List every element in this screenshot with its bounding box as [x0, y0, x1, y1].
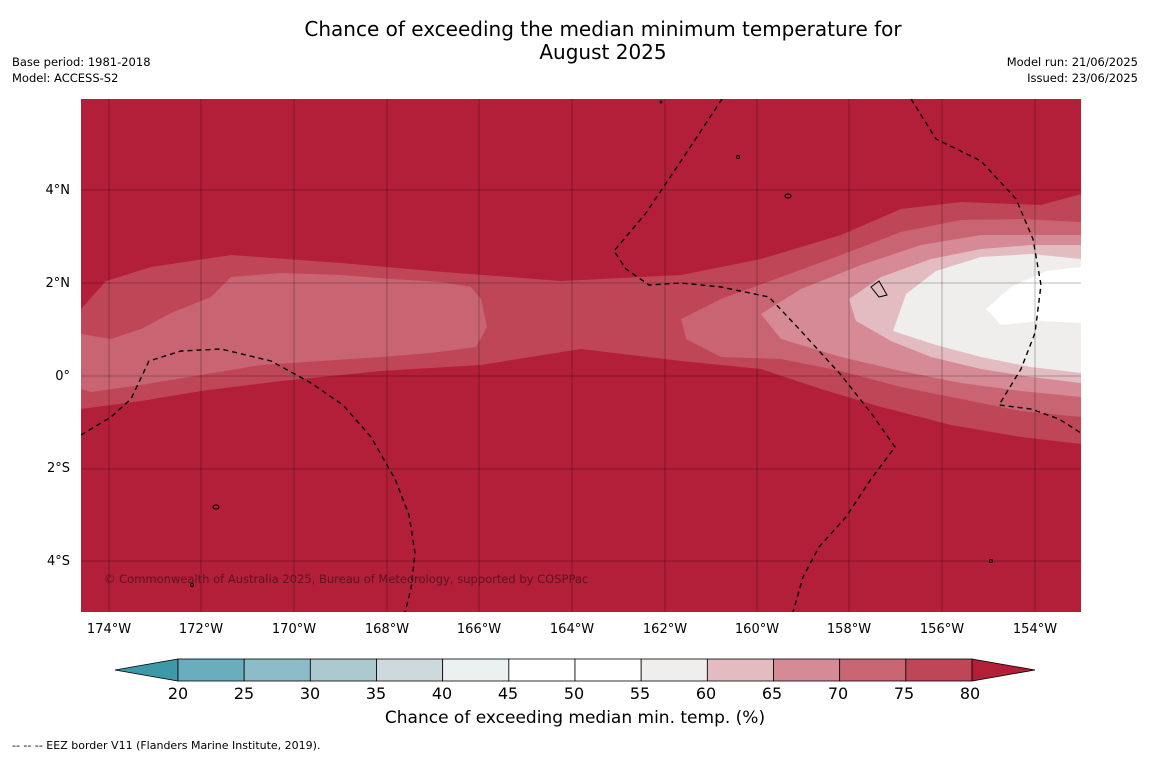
colorbar-segment-55-60: [640, 658, 708, 682]
colorbar-segment-45-50: [508, 658, 576, 682]
colorbar-tick-25: 25: [233, 684, 255, 703]
island-2: [870, 280, 888, 298]
lat-label-2s: 2°S: [46, 461, 70, 476]
colorbar-tick-20: 20: [167, 684, 189, 703]
colorbar-segment-20-25: [177, 658, 245, 682]
colorbar-tick-40: 40: [431, 684, 453, 703]
band-50-55: [986, 267, 1081, 325]
colorbar-segment-75-80: [905, 658, 973, 682]
island-7: [736, 155, 740, 159]
title-line-2: August 2025: [539, 40, 667, 64]
lon-label-170w: 170°W: [271, 622, 317, 637]
lat-label-0: 0°: [55, 369, 70, 384]
lon-label-174w: 174°W: [86, 622, 132, 637]
colorbar: [114, 658, 1036, 682]
eez-border-center: [613, 99, 896, 612]
lon-label-164w: 164°W: [549, 622, 595, 637]
lat-label-4n: 4°N: [45, 183, 71, 198]
meta-right: Model run: 21/06/2025 Issued: 23/06/2025: [1007, 54, 1138, 86]
colorbar-tick-30: 30: [299, 684, 321, 703]
eez-borders: [81, 99, 1081, 612]
title-line-1: Chance of exceeding the median minimum t…: [304, 17, 902, 41]
island-4: [989, 559, 993, 563]
colorbar-segment-65-70: [773, 658, 841, 682]
colorbar-tick-50: 50: [563, 684, 585, 703]
colorbar-low-extend: [114, 658, 179, 682]
colorbar-tick-60: 60: [695, 684, 717, 703]
lat-label-2n: 2°N: [45, 276, 71, 291]
model-text: Model: ACCESS-S2: [12, 71, 119, 85]
colorbar-segment-40-45: [442, 658, 510, 682]
colorbar-tick-75: 75: [893, 684, 915, 703]
colorbar-tick-55: 55: [629, 684, 651, 703]
copyright-text: © Commonwealth of Australia 2025, Bureau…: [104, 572, 589, 586]
lon-label-160w: 160°W: [734, 622, 780, 637]
lon-label-166w: 166°W: [456, 622, 502, 637]
colorbar-tick-45: 45: [497, 684, 519, 703]
island-5: [190, 583, 194, 587]
colorbar-segment-70-75: [839, 658, 907, 682]
colorbar-tick-65: 65: [761, 684, 783, 703]
lon-label-158w: 158°W: [826, 622, 872, 637]
base-period-text: Base period: 1981-2018: [12, 55, 151, 69]
lon-label-172w: 172°W: [178, 622, 224, 637]
colorbar-high-extend: [971, 658, 1036, 682]
band-70-75: [81, 273, 487, 392]
island-3: [212, 504, 220, 510]
islands: [190, 100, 993, 587]
island-6: [659, 100, 663, 104]
colorbar-segment-50-55: [574, 658, 642, 682]
eez-footnote: -- -- -- EEZ border V11 (Flanders Marine…: [12, 739, 321, 752]
colorbar-tick-80: 80: [959, 684, 981, 703]
model-run-text: Model run: 21/06/2025: [1006, 55, 1138, 69]
colorbar-tick-70: 70: [827, 684, 849, 703]
band-75-80: [81, 194, 1081, 444]
eez-border-east: [910, 99, 1081, 434]
colorbar-tick-35: 35: [365, 684, 387, 703]
colorbar-segments: [177, 658, 973, 682]
colorbar-title: Chance of exceeding median min. temp. (%…: [384, 708, 766, 728]
lon-label-154w: 154°W: [1012, 622, 1058, 637]
lat-label-4s: 4°S: [46, 554, 70, 569]
graticule: [81, 99, 1081, 612]
eez-border-west: [81, 348, 416, 612]
colorbar-segment-30-35: [309, 658, 377, 682]
colorbar-segment-60-65: [706, 658, 774, 682]
colorbar-segment-35-40: [376, 658, 444, 682]
island-1: [784, 193, 792, 199]
lon-label-168w: 168°W: [364, 622, 410, 637]
probability-map: [81, 99, 1081, 612]
lon-label-162w: 162°W: [642, 622, 688, 637]
lon-label-156w: 156°W: [919, 622, 965, 637]
issued-text: Issued: 23/06/2025: [1027, 71, 1138, 85]
map-title: Chance of exceeding the median minimum t…: [0, 18, 1150, 64]
meta-left: Base period: 1981-2018 Model: ACCESS-S2: [12, 54, 151, 86]
colorbar-segment-25-30: [243, 658, 311, 682]
